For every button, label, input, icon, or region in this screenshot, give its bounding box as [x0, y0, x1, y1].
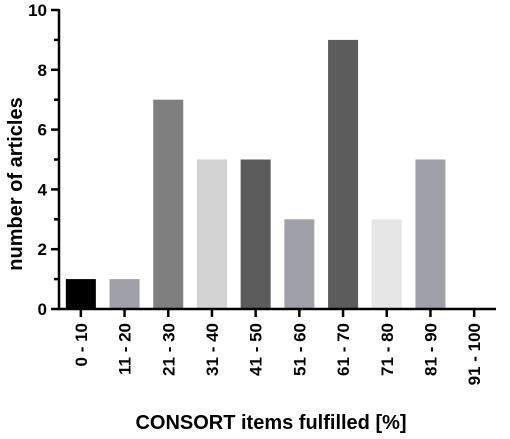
x-tick-label: 0 - 10	[72, 323, 91, 366]
x-tick-label: 11 - 20	[116, 323, 135, 375]
bars	[65, 39, 446, 310]
x-axis-label: CONSORT items fulfilled [%]	[135, 412, 406, 434]
x-tick-label: 51 - 60	[290, 323, 309, 376]
y-tick-label: 2	[38, 240, 47, 259]
x-tick-label: 71 - 80	[378, 323, 397, 376]
y-tick-label: 4	[38, 180, 48, 199]
x-tick-label: 31 - 40	[203, 323, 222, 376]
y-tick-label: 10	[28, 1, 47, 20]
x-tick-label: 61 - 70	[334, 323, 353, 376]
bar	[65, 279, 96, 309]
x-axis-ticks: 0 - 10 11 - 20 21 - 30 31 - 40 41 - 50 51 - 6…	[72, 309, 484, 385]
bar	[415, 159, 446, 309]
bar	[196, 159, 227, 309]
y-tick-label: 0	[38, 300, 47, 319]
x-tick-label: 21 - 30	[159, 323, 178, 376]
y-axis-ticks: 0 2 4 6 8 10	[28, 1, 59, 319]
bar	[109, 279, 140, 309]
y-axis-label: number of articles	[5, 97, 27, 270]
y-tick-label: 8	[38, 61, 47, 80]
bar	[240, 159, 271, 309]
x-tick-label: 91 - 100	[465, 323, 484, 385]
bar	[328, 39, 359, 310]
bar	[371, 219, 402, 309]
y-tick-label: 6	[38, 121, 47, 140]
x-tick-label: 41 - 50	[247, 323, 266, 376]
bar	[284, 219, 315, 309]
bar	[153, 99, 184, 309]
x-tick-label: 81 - 90	[421, 323, 440, 376]
